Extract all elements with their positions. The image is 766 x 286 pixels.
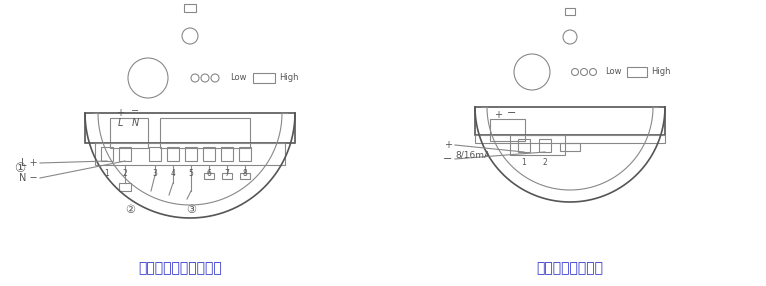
Text: Low: Low — [230, 74, 247, 82]
Bar — [85, 113, 295, 143]
Bar — [160, 118, 250, 148]
Bar — [119, 147, 131, 161]
Text: 4: 4 — [171, 169, 175, 178]
Text: L +: L + — [21, 158, 38, 168]
Text: 二线制输出接线图: 二线制输出接线图 — [536, 261, 604, 275]
Text: 5: 5 — [188, 169, 194, 178]
Bar — [222, 173, 232, 179]
Bar — [119, 183, 131, 191]
Text: 6: 6 — [207, 169, 211, 178]
Bar — [475, 135, 665, 143]
Bar — [204, 173, 214, 179]
Bar — [490, 119, 525, 141]
Text: ③: ③ — [186, 205, 196, 215]
Text: −: − — [507, 108, 517, 118]
Text: High: High — [651, 67, 670, 76]
Text: 1: 1 — [522, 158, 526, 167]
Bar — [101, 147, 113, 161]
Bar — [221, 147, 233, 161]
Text: −: − — [131, 106, 139, 116]
Text: L: L — [117, 118, 123, 128]
Text: High: High — [279, 74, 299, 82]
Text: ①: ① — [15, 162, 25, 174]
Bar — [110, 118, 148, 148]
Bar — [203, 147, 215, 161]
Bar — [565, 8, 575, 15]
Text: N: N — [132, 118, 139, 128]
Text: +: + — [116, 108, 124, 118]
Text: 8/16mA: 8/16mA — [455, 150, 490, 160]
Bar — [475, 107, 665, 135]
Bar — [560, 143, 580, 151]
Text: Low: Low — [605, 67, 621, 76]
Bar — [184, 4, 196, 12]
Bar — [627, 67, 647, 77]
Bar — [518, 139, 530, 152]
Bar — [539, 139, 551, 152]
Text: 1: 1 — [105, 169, 110, 178]
Text: 2: 2 — [123, 169, 127, 178]
Bar — [239, 147, 251, 161]
Bar — [510, 135, 565, 155]
Bar — [253, 73, 275, 83]
Text: 继电器输出方式接线图: 继电器输出方式接线图 — [138, 261, 222, 275]
Bar — [95, 143, 285, 165]
Text: 2: 2 — [542, 158, 548, 167]
Bar — [240, 173, 250, 179]
Text: −: − — [443, 154, 452, 164]
Text: 3: 3 — [152, 169, 158, 178]
Bar — [149, 147, 161, 161]
Bar — [185, 147, 197, 161]
Bar — [167, 147, 179, 161]
Text: 7: 7 — [224, 169, 230, 178]
Text: 8: 8 — [243, 169, 247, 178]
Text: +: + — [494, 110, 502, 120]
Text: ②: ② — [125, 205, 135, 215]
Text: N −: N − — [19, 173, 38, 183]
Text: +: + — [444, 140, 452, 150]
